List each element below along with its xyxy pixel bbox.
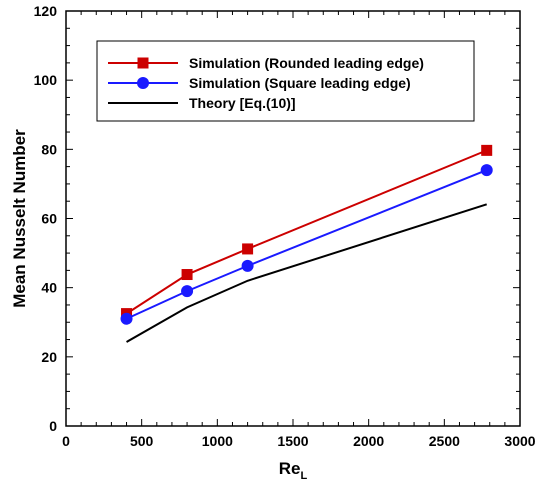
x-tick-label: 3000 [504, 433, 535, 449]
data-point-square [181, 269, 193, 281]
data-point-circle [120, 312, 133, 325]
series-line [126, 169, 488, 320]
legend-box [96, 40, 475, 122]
y-tick-label: 0 [49, 418, 57, 434]
data-point-circle [480, 164, 493, 177]
y-axis-title: Mean Nusselt Number [10, 129, 29, 308]
y-tick-label: 20 [41, 349, 57, 365]
x-axis-title-main: Re [279, 459, 301, 478]
legend-label: Simulation (Rounded leading edge) [189, 55, 424, 71]
x-tick-label: 2500 [429, 433, 460, 449]
x-tick-label: 1500 [277, 433, 308, 449]
series-2 [126, 203, 488, 343]
x-tick-label: 500 [130, 433, 154, 449]
data-point-circle [137, 77, 149, 89]
x-tick-label: 1000 [202, 433, 233, 449]
legend-entry: Theory [Eq.(10)] [108, 95, 296, 111]
axes: 0 500 1000 1500 2000 2500 3000 0 20 40 60 80 100 120 [34, 3, 536, 449]
y-tick-label: 100 [34, 72, 58, 88]
data-point-circle [181, 285, 194, 298]
legend-entry: Simulation (Rounded leading edge) [108, 55, 424, 71]
legend: Simulation (Rounded leading edge) Simulat… [96, 40, 475, 122]
series-layer [120, 144, 493, 343]
y-tick-label: 40 [41, 280, 57, 296]
data-point-circle [241, 259, 254, 272]
series-1 [120, 164, 493, 325]
x-tick-label: 0 [62, 433, 70, 449]
legend-entry: Simulation (Square leading edge) [108, 75, 411, 91]
data-point-square [242, 243, 254, 255]
series-0 [121, 144, 493, 320]
series-line [125, 149, 488, 315]
y-tick-label: 120 [34, 3, 58, 19]
y-tick-label: 60 [41, 211, 57, 227]
y-tick-label: 80 [41, 141, 57, 157]
x-axis-title-subscript: L [301, 470, 308, 482]
legend-label: Theory [Eq.(10)] [189, 95, 296, 111]
x-axis-title: ReL [279, 459, 308, 482]
data-point-square [137, 57, 149, 69]
legend-label: Simulation (Square leading edge) [189, 75, 411, 91]
x-tick-label: 2000 [353, 433, 384, 449]
data-point-square [481, 144, 493, 156]
series-line [126, 203, 488, 343]
